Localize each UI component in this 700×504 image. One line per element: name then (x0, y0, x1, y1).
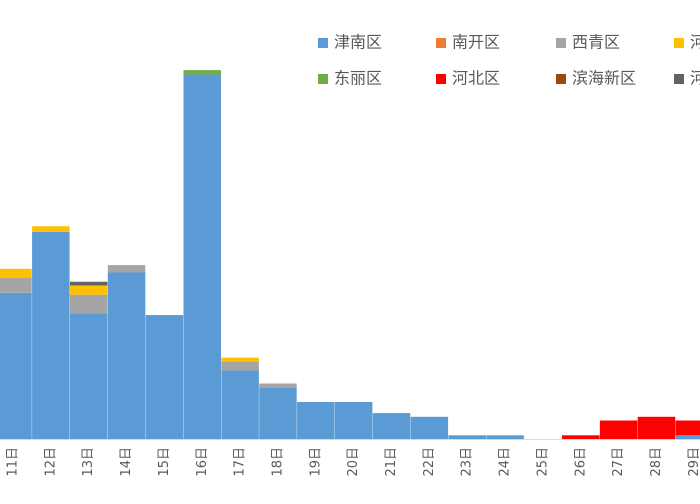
bar-segment-11日-series-3 (0, 269, 32, 278)
legend-swatch-6 (556, 74, 566, 84)
bar-segment-15日-series-0 (146, 315, 184, 439)
x-tick-label-22日: 22日 (422, 447, 437, 477)
bar-segment-11日-series-0 (0, 293, 32, 439)
legend-item-1: 南开区 (436, 33, 500, 52)
x-tick-label-29日: 29日 (687, 447, 700, 477)
x-tick-label-14日: 14日 (119, 447, 134, 477)
legend-label-3: 河 (690, 33, 700, 52)
x-tick-label-11日: 11日 (6, 447, 21, 477)
x-tick-label-27日: 27日 (611, 447, 626, 477)
bar-segment-13日-series-7 (70, 282, 108, 286)
legend-label-4: 东丽区 (334, 69, 382, 88)
bar-segment-27日-series-5 (600, 421, 638, 440)
bar-segment-16日-series-0 (184, 75, 222, 439)
legend-item-0: 津南区 (318, 33, 382, 52)
legend-item-6: 滨海新区 (556, 69, 636, 88)
x-tick-label-28日: 28日 (649, 447, 664, 477)
legend-swatch-3 (674, 38, 684, 48)
bar-segment-17日-series-3 (221, 358, 259, 362)
bar-segment-23日-series-0 (448, 435, 486, 439)
x-axis-ticks: 11日 12日 13日 14日 15日 16日 17日 18日 19日 20日 21日 22日 23日 2… (6, 447, 700, 477)
x-tick-label-23日: 23日 (460, 447, 475, 477)
legend-swatch-5 (436, 74, 446, 84)
legend-swatch-4 (318, 74, 328, 84)
x-tick-label-19日: 19日 (308, 447, 323, 477)
bar-segment-22日-series-0 (411, 417, 449, 439)
x-tick-label-16日: 16日 (195, 447, 210, 477)
legend-label-1: 南开区 (452, 33, 500, 52)
legend-item-2: 西青区 (556, 33, 620, 52)
bar-segment-24日-series-0 (486, 435, 524, 439)
bar-segment-17日-series-2 (221, 361, 259, 370)
legend-swatch-1 (436, 38, 446, 48)
bar-segment-29日-series-5 (676, 421, 700, 436)
x-tick-label-25日: 25日 (535, 447, 550, 477)
bar-segment-11日-series-2 (0, 278, 32, 293)
legend-label-0: 津南区 (334, 33, 382, 52)
bar-segment-14日-series-0 (108, 273, 146, 440)
x-tick-label-12日: 12日 (43, 447, 58, 477)
bar-segment-13日-series-2 (70, 295, 108, 314)
bar-segment-21日-series-0 (373, 413, 411, 439)
legend-label-2: 西青区 (572, 33, 620, 52)
legend-item-4: 东丽区 (318, 69, 382, 88)
bar-segment-18日-series-0 (259, 387, 297, 439)
bar-segment-19日-series-0 (297, 402, 335, 439)
x-tick-label-26日: 26日 (573, 447, 588, 477)
bar-segment-18日-series-2 (259, 384, 297, 388)
bar-segment-29日-series-0 (676, 435, 700, 439)
legend-item-7: 河 (674, 69, 700, 88)
legend-item-3: 河 (674, 33, 700, 52)
bar-segment-13日-series-0 (70, 313, 108, 439)
legend-item-5: 河北区 (436, 69, 500, 88)
x-tick-label-17日: 17日 (233, 447, 248, 477)
x-tick-label-20日: 20日 (346, 447, 361, 477)
x-tick-label-15日: 15日 (157, 447, 172, 477)
legend-label-6: 滨海新区 (572, 69, 636, 88)
legend-swatch-0 (318, 38, 328, 48)
bar-segment-28日-series-5 (638, 417, 676, 439)
bar-segment-26日-series-5 (562, 435, 600, 439)
bar-segment-20日-series-0 (335, 402, 373, 439)
x-tick-label-13日: 13日 (81, 447, 96, 477)
x-tick-label-21日: 21日 (384, 447, 399, 477)
bar-segment-14日-series-2 (108, 265, 146, 272)
bar-segment-12日-series-0 (32, 232, 70, 439)
bar-segment-13日-series-3 (70, 285, 108, 294)
bar-segment-12日-series-3 (32, 226, 70, 232)
legend-swatch-2 (556, 38, 566, 48)
legend-swatch-7 (674, 74, 684, 84)
legend-label-7: 河 (690, 69, 700, 88)
bar-segment-17日-series-0 (221, 371, 259, 439)
bar-segment-16日-series-4 (184, 70, 222, 74)
legend: 津南区南开区西青区河东丽区河北区滨海新区河 (318, 33, 700, 88)
x-tick-label-24日: 24日 (498, 447, 513, 477)
x-tick-label-18日: 18日 (270, 447, 285, 477)
bars (0, 70, 700, 439)
legend-label-5: 河北区 (452, 69, 500, 88)
